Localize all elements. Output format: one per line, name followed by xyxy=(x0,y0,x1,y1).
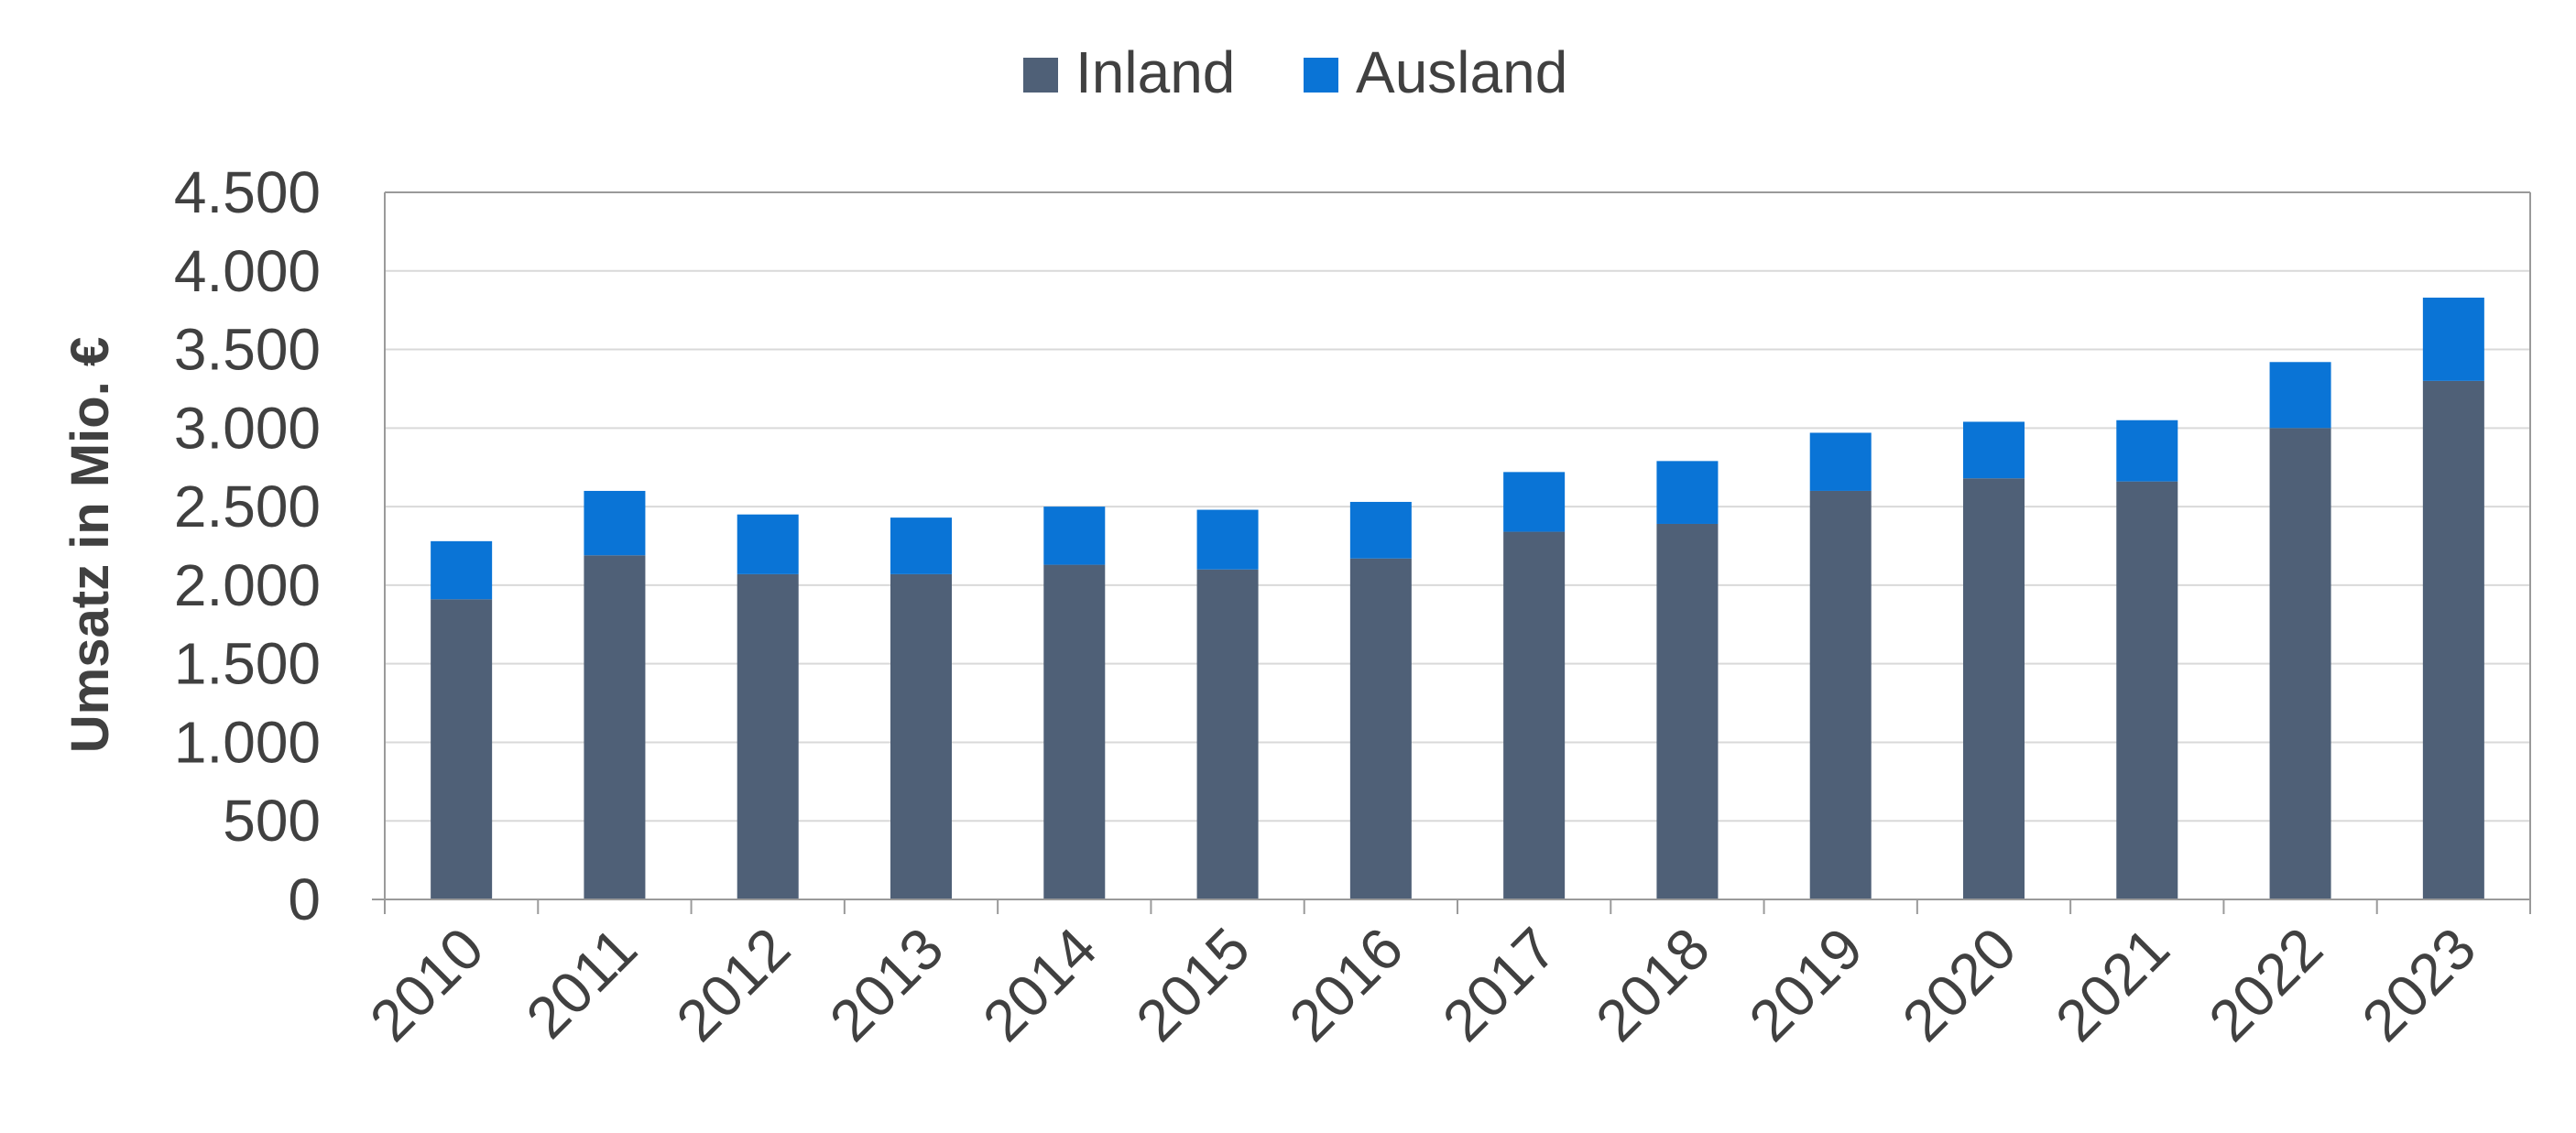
bar-inland-2017 xyxy=(1503,531,1566,899)
legend-swatch-ausland xyxy=(1304,58,1338,93)
bar-ausland-2020 xyxy=(1963,421,2025,479)
bar-ausland-2021 xyxy=(2116,419,2178,482)
bar-inland-2022 xyxy=(2269,428,2331,899)
x-tick-label: 2017 xyxy=(1430,915,1569,1054)
x-tick-label: 2023 xyxy=(2350,915,2489,1054)
bar-ausland-2018 xyxy=(1656,461,1719,524)
bar-ausland-2019 xyxy=(1809,432,1872,491)
bar-ausland-2014 xyxy=(1043,507,1106,565)
bar-ausland-2023 xyxy=(2422,297,2484,381)
x-tick-label: 2019 xyxy=(1737,915,1876,1054)
bar-ausland-2011 xyxy=(584,490,646,556)
bar-inland-2018 xyxy=(1656,523,1719,899)
bar-ausland-2013 xyxy=(890,517,952,574)
bar-inland-2010 xyxy=(431,599,493,899)
legend-label-ausland: Ausland xyxy=(1356,39,1567,105)
x-tick-label: 2014 xyxy=(970,915,1109,1054)
gridlines xyxy=(385,191,2530,823)
x-tick-label: 2021 xyxy=(2043,915,2182,1054)
bar-ausland-2010 xyxy=(431,540,493,600)
bar-ausland-2017 xyxy=(1503,472,1566,532)
bar-inland-2019 xyxy=(1809,490,1872,899)
y-tick-label: 4.000 xyxy=(174,238,321,304)
x-tick-label: 2010 xyxy=(357,915,497,1054)
x-tick-label: 2020 xyxy=(1890,915,2029,1054)
x-tick-label: 2011 xyxy=(514,915,649,1051)
legend-swatch-inland xyxy=(1023,58,1058,93)
bars xyxy=(431,297,2484,899)
y-tick-label: 0 xyxy=(288,866,321,932)
legend-label-inland: Inland xyxy=(1075,39,1235,105)
bar-inland-2012 xyxy=(737,573,799,899)
x-tick-label: 2013 xyxy=(817,915,956,1054)
axes xyxy=(372,192,2531,914)
x-tick-labels: 2010 2011 2012 2013 2014 2015 2016 2017 2018 2019… xyxy=(357,915,2488,1054)
bar-ausland-2015 xyxy=(1196,509,1259,570)
x-tick-label: 2012 xyxy=(664,915,803,1054)
bar-inland-2016 xyxy=(1349,558,1412,899)
x-tick-label: 2022 xyxy=(2196,915,2335,1054)
y-tick-labels: 0 500 1.000 1.500 2.000 2.500 3.000 3.500 4.000 4… xyxy=(174,159,321,932)
x-tick-label: 2015 xyxy=(1123,915,1262,1054)
bar-inland-2013 xyxy=(890,573,952,899)
bar-inland-2021 xyxy=(2116,481,2178,899)
x-tick-label: 2016 xyxy=(1277,915,1416,1054)
x-tick-label: 2018 xyxy=(1583,915,1722,1054)
legend: Inland Ausland xyxy=(1023,39,1567,105)
y-tick-label: 2.000 xyxy=(174,552,321,618)
y-tick-label: 1.000 xyxy=(174,709,321,775)
bar-inland-2014 xyxy=(1043,564,1106,899)
y-tick-label: 3.000 xyxy=(174,395,321,461)
y-tick-label: 4.500 xyxy=(174,159,321,225)
y-axis-title: Umsatz in Mio. € xyxy=(60,337,120,753)
bar-inland-2015 xyxy=(1196,569,1259,899)
bar-inland-2023 xyxy=(2422,380,2484,899)
bar-inland-2011 xyxy=(584,555,646,899)
bar-ausland-2016 xyxy=(1349,501,1412,559)
y-tick-label: 1.500 xyxy=(174,631,321,697)
bar-ausland-2012 xyxy=(737,514,799,574)
y-tick-label: 500 xyxy=(223,788,321,854)
bar-ausland-2022 xyxy=(2269,362,2331,429)
y-tick-label: 2.500 xyxy=(174,474,321,539)
bar-inland-2020 xyxy=(1963,478,2025,899)
y-tick-label: 3.500 xyxy=(174,317,321,383)
